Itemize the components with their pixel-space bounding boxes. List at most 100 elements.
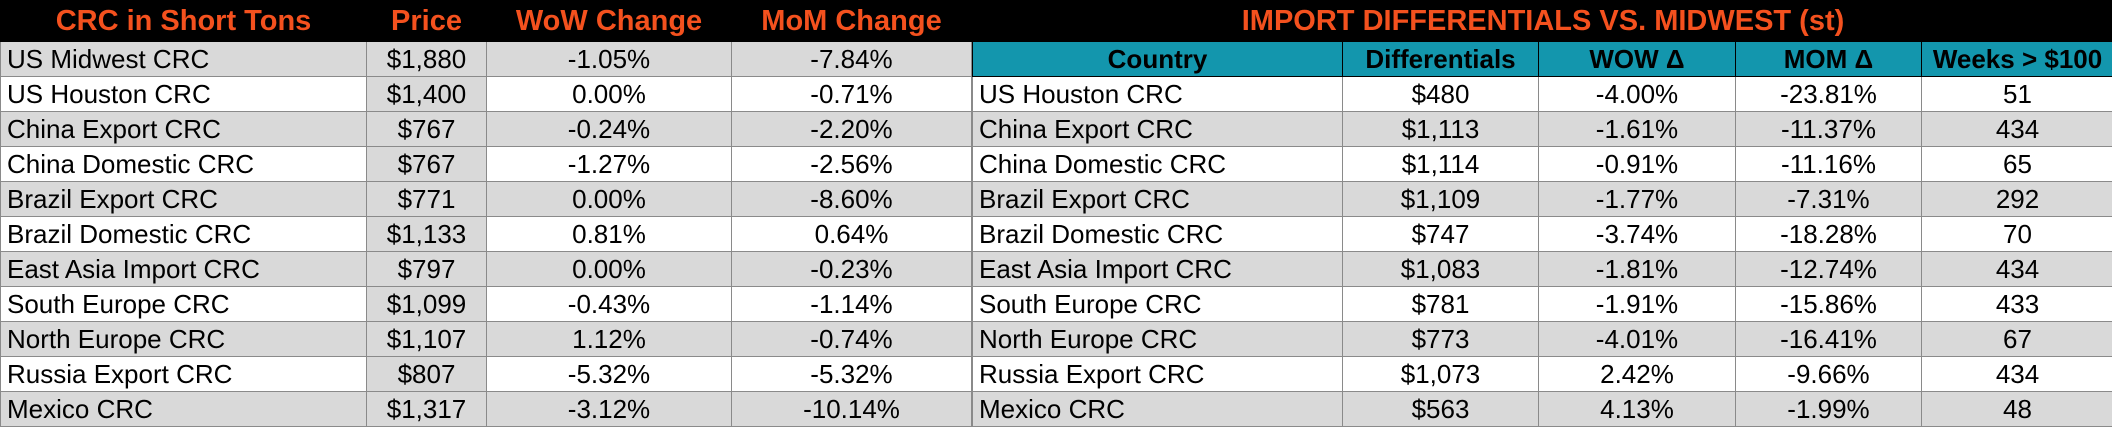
title-row: IMPORT DIFFERENTIALS VS. MIDWEST (st) xyxy=(973,1,2112,42)
country-cell: Russia Export CRC xyxy=(973,357,1343,392)
table-row: Brazil Export CRC$1,109-1.77%-7.31%292 xyxy=(973,182,2112,217)
wow-change-cell: -0.24% xyxy=(487,112,732,147)
wow-delta-cell: -1.81% xyxy=(1539,252,1736,287)
row-name-cell: East Asia Import CRC xyxy=(1,252,367,287)
mom-change-cell: -2.20% xyxy=(732,112,972,147)
mom-change-cell: -5.32% xyxy=(732,357,972,392)
column-header-crc: CRC in Short Tons xyxy=(1,1,367,42)
mom-delta-cell: -7.31% xyxy=(1736,182,1922,217)
wow-change-cell: -5.32% xyxy=(487,357,732,392)
row-name-cell: Russia Export CRC xyxy=(1,357,367,392)
mom-delta-cell: -9.66% xyxy=(1736,357,1922,392)
table-row: South Europe CRC$1,099-0.43%-1.14% xyxy=(1,287,972,322)
differential-cell: $563 xyxy=(1343,392,1539,427)
differential-cell: $1,073 xyxy=(1343,357,1539,392)
wow-change-cell: 0.00% xyxy=(487,252,732,287)
weeks-cell: 65 xyxy=(1922,147,2112,182)
weeks-cell: 70 xyxy=(1922,217,2112,252)
differential-cell: $747 xyxy=(1343,217,1539,252)
spreadsheet: CRC in Short Tons Price WoW Change MoM C… xyxy=(0,0,2112,417)
weeks-cell: 434 xyxy=(1922,357,2112,392)
differential-cell: $773 xyxy=(1343,322,1539,357)
table-row: South Europe CRC$781-1.91%-15.86%433 xyxy=(973,287,2112,322)
price-cell: $1,400 xyxy=(367,77,487,112)
price-cell: $1,317 xyxy=(367,392,487,427)
weeks-cell: 292 xyxy=(1922,182,2112,217)
price-cell: $1,099 xyxy=(367,287,487,322)
mom-delta-cell: -16.41% xyxy=(1736,322,1922,357)
table-row: China Domestic CRC$1,114-0.91%-11.16%65 xyxy=(973,147,2112,182)
price-cell: $771 xyxy=(367,182,487,217)
row-name-cell: China Domestic CRC xyxy=(1,147,367,182)
differential-cell: $480 xyxy=(1343,77,1539,112)
weeks-cell: 434 xyxy=(1922,252,2112,287)
wow-change-cell: -1.27% xyxy=(487,147,732,182)
mom-delta-cell: -11.37% xyxy=(1736,112,1922,147)
table-row: China Domestic CRC$767-1.27%-2.56% xyxy=(1,147,972,182)
differential-cell: $1,114 xyxy=(1343,147,1539,182)
mom-delta-cell: -11.16% xyxy=(1736,147,1922,182)
row-name-cell: North Europe CRC xyxy=(1,322,367,357)
price-cell: $797 xyxy=(367,252,487,287)
price-cell: $767 xyxy=(367,112,487,147)
weeks-cell: 434 xyxy=(1922,112,2112,147)
table-row: East Asia Import CRC$1,083-1.81%-12.74%4… xyxy=(973,252,2112,287)
mom-delta-cell: -12.74% xyxy=(1736,252,1922,287)
column-header-country: Country xyxy=(973,42,1343,77)
wow-delta-cell: -1.77% xyxy=(1539,182,1736,217)
price-cell: $767 xyxy=(367,147,487,182)
column-header-mom-delta: MOM Δ xyxy=(1736,42,1922,77)
mom-change-cell: 0.64% xyxy=(732,217,972,252)
differential-cell: $1,109 xyxy=(1343,182,1539,217)
price-cell: $1,133 xyxy=(367,217,487,252)
row-name-cell: US Midwest CRC xyxy=(1,42,367,77)
country-cell: South Europe CRC xyxy=(973,287,1343,322)
mom-change-cell: -7.84% xyxy=(732,42,972,77)
price-cell: $807 xyxy=(367,357,487,392)
mom-change-cell: -0.71% xyxy=(732,77,972,112)
country-cell: East Asia Import CRC xyxy=(973,252,1343,287)
mom-change-cell: -8.60% xyxy=(732,182,972,217)
table-row: US Houston CRC$480-4.00%-23.81%51 xyxy=(973,77,2112,112)
country-cell: Mexico CRC xyxy=(973,392,1343,427)
wow-change-cell: -0.43% xyxy=(487,287,732,322)
mom-change-cell: -10.14% xyxy=(732,392,972,427)
column-header-weeks: Weeks > $100 xyxy=(1922,42,2112,77)
differential-cell: $1,113 xyxy=(1343,112,1539,147)
crc-price-table: CRC in Short Tons Price WoW Change MoM C… xyxy=(0,0,972,427)
column-header-mom: MoM Change xyxy=(732,1,972,42)
crc-price-rows: US Midwest CRC$1,880-1.05%-7.84%US Houst… xyxy=(1,42,972,427)
country-cell: North Europe CRC xyxy=(973,322,1343,357)
weeks-cell: 51 xyxy=(1922,77,2112,112)
wow-delta-cell: -1.61% xyxy=(1539,112,1736,147)
column-header-price: Price xyxy=(367,1,487,42)
column-header-wow: WoW Change xyxy=(487,1,732,42)
country-cell: China Export CRC xyxy=(973,112,1343,147)
row-name-cell: China Export CRC xyxy=(1,112,367,147)
wow-delta-cell: -4.00% xyxy=(1539,77,1736,112)
price-cell: $1,880 xyxy=(367,42,487,77)
mom-change-cell: -1.14% xyxy=(732,287,972,322)
table-row: US Midwest CRC$1,880-1.05%-7.84% xyxy=(1,42,972,77)
row-name-cell: Brazil Export CRC xyxy=(1,182,367,217)
wow-delta-cell: -4.01% xyxy=(1539,322,1736,357)
header-row: CRC in Short Tons Price WoW Change MoM C… xyxy=(1,1,972,42)
wow-delta-cell: -3.74% xyxy=(1539,217,1736,252)
column-header-differentials: Differentials xyxy=(1343,42,1539,77)
row-name-cell: US Houston CRC xyxy=(1,77,367,112)
mom-delta-cell: -15.86% xyxy=(1736,287,1922,322)
row-name-cell: Brazil Domestic CRC xyxy=(1,217,367,252)
table-title: IMPORT DIFFERENTIALS VS. MIDWEST (st) xyxy=(973,1,2112,42)
wow-change-cell: 0.00% xyxy=(487,77,732,112)
wow-change-cell: -1.05% xyxy=(487,42,732,77)
wow-change-cell: 0.81% xyxy=(487,217,732,252)
country-cell: China Domestic CRC xyxy=(973,147,1343,182)
weeks-cell: 433 xyxy=(1922,287,2112,322)
weeks-cell: 67 xyxy=(1922,322,2112,357)
